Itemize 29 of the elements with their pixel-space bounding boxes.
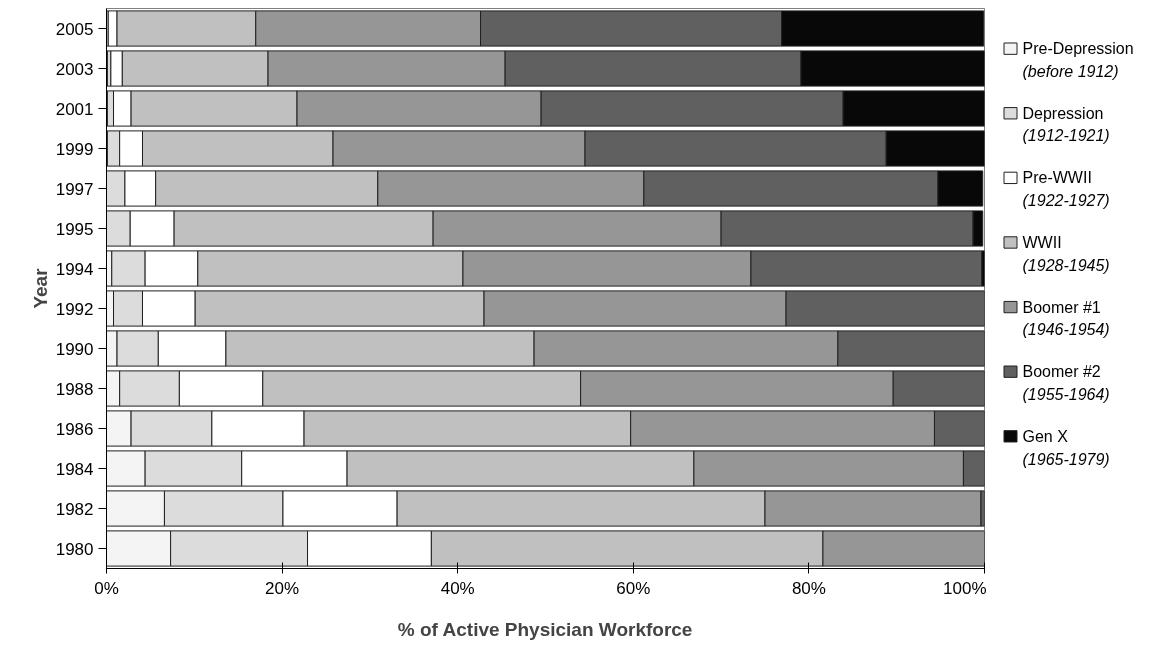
x-tick-label: 60% xyxy=(616,578,651,598)
x-tick-label: 20% xyxy=(265,578,300,598)
y-tick-label: 1988 xyxy=(55,379,94,399)
y-tick-label: 1999 xyxy=(55,139,94,159)
y-axis-title: Year xyxy=(29,267,51,309)
y-tick-label: 1994 xyxy=(55,259,94,279)
y-tick-label: 2003 xyxy=(55,59,94,79)
x-tick-label: 100% xyxy=(943,578,987,598)
y-tick-label: 1990 xyxy=(55,339,94,359)
x-tick-label: 80% xyxy=(791,578,826,598)
legend-label: Pre-WWII (1922-1927) xyxy=(1022,169,1110,210)
legend-label: Boomer #1 (1946-1954) xyxy=(1022,298,1110,339)
y-tick-label: 1995 xyxy=(55,219,94,239)
y-tick-label: 1980 xyxy=(55,539,94,559)
legend-label: Boomer #2 (1955-1964) xyxy=(1022,363,1110,403)
y-tick-label: 1986 xyxy=(55,419,94,439)
x-tick-label: 0% xyxy=(94,578,119,598)
legend-label: Pre-Depression (before 1912) xyxy=(1022,40,1134,80)
y-tick-label: 1997 xyxy=(55,179,94,199)
legend-label: Gen X (1965-1979) xyxy=(1022,427,1110,468)
y-tick-label: 1984 xyxy=(55,459,94,479)
y-tick-label: 2001 xyxy=(55,99,94,119)
x-tick-label: 40% xyxy=(440,578,475,598)
legend-label: WWII (1928-1945) xyxy=(1022,233,1110,274)
x-axis-title: % of Active Physician Workforce xyxy=(397,618,693,640)
y-tick-label: 2005 xyxy=(55,19,94,39)
y-tick-label: 1992 xyxy=(55,299,94,319)
legend-label: Depression (1912-1921) xyxy=(1022,104,1110,145)
y-tick-label: 1982 xyxy=(55,499,94,519)
